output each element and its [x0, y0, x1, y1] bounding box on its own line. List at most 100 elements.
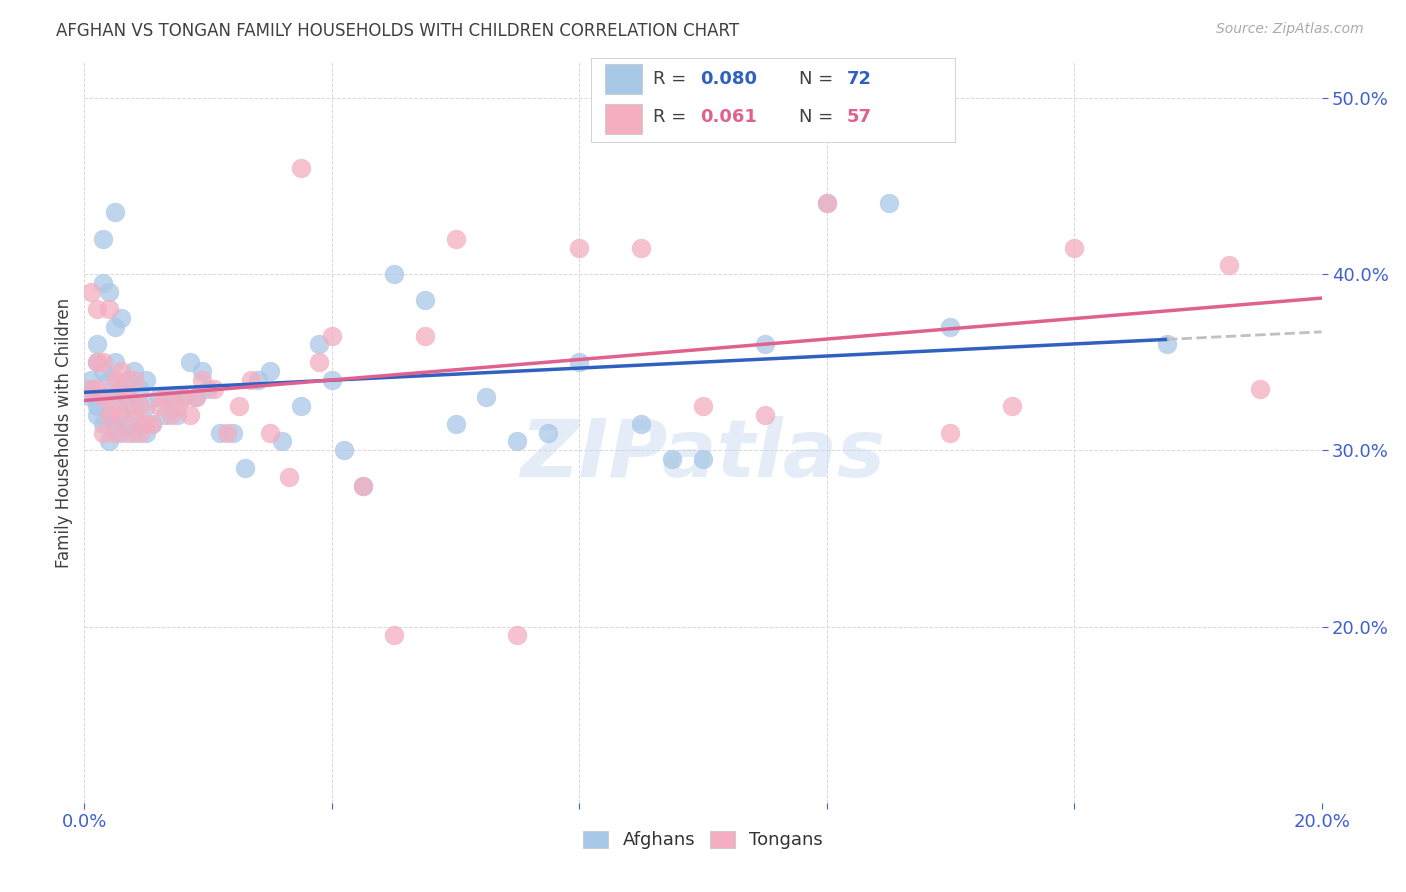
Point — [91, 390, 114, 404]
Point — [79, 390, 101, 404]
Point — [259, 364, 281, 378]
Point — [117, 425, 139, 440]
Point — [321, 373, 343, 387]
Point — [104, 355, 127, 369]
Text: R =: R = — [652, 70, 692, 87]
Point — [222, 425, 245, 440]
Point — [444, 417, 467, 431]
Point — [117, 373, 139, 387]
Point — [104, 319, 127, 334]
Point — [277, 469, 299, 483]
Point — [86, 382, 108, 396]
Point — [160, 390, 183, 404]
Point — [129, 417, 152, 431]
Point — [166, 408, 188, 422]
Text: N =: N = — [799, 108, 839, 126]
Point — [86, 355, 108, 369]
Point — [228, 399, 250, 413]
Point — [135, 373, 157, 387]
Point — [104, 205, 127, 219]
Point — [104, 373, 127, 387]
Point — [630, 417, 652, 431]
Point — [308, 355, 330, 369]
Point — [308, 337, 330, 351]
Point — [1063, 240, 1085, 255]
Point — [122, 399, 145, 413]
Point — [79, 285, 101, 299]
Point — [129, 382, 152, 396]
Point — [179, 408, 201, 422]
Point — [939, 319, 962, 334]
Point — [110, 382, 132, 396]
Text: 72: 72 — [846, 70, 872, 87]
Point — [122, 364, 145, 378]
Point — [117, 417, 139, 431]
Point — [233, 461, 256, 475]
Point — [141, 417, 163, 431]
Point — [98, 408, 121, 422]
Point — [754, 408, 776, 422]
Point — [98, 302, 121, 317]
Point — [382, 628, 405, 642]
Point — [877, 117, 900, 131]
Bar — [605, 64, 641, 95]
Point — [444, 232, 467, 246]
Point — [382, 267, 405, 281]
Point — [1156, 337, 1178, 351]
Point — [117, 390, 139, 404]
Point — [184, 390, 207, 404]
Point — [692, 399, 714, 413]
Point — [506, 628, 529, 642]
Point — [79, 382, 101, 396]
Point — [91, 425, 114, 440]
Point — [172, 390, 194, 404]
Point — [413, 328, 436, 343]
Point — [475, 390, 498, 404]
Text: R =: R = — [652, 108, 692, 126]
Point — [537, 425, 560, 440]
Point — [1218, 258, 1240, 272]
Text: 0.061: 0.061 — [700, 108, 756, 126]
Point — [86, 337, 108, 351]
Bar — [605, 103, 641, 134]
Point — [86, 399, 108, 413]
Point — [1249, 382, 1271, 396]
Point — [271, 434, 294, 449]
Text: AFGHAN VS TONGAN FAMILY HOUSEHOLDS WITH CHILDREN CORRELATION CHART: AFGHAN VS TONGAN FAMILY HOUSEHOLDS WITH … — [56, 22, 740, 40]
Point — [333, 443, 356, 458]
Point — [290, 399, 312, 413]
Point — [122, 425, 145, 440]
Point — [202, 382, 225, 396]
Point — [754, 337, 776, 351]
Point — [135, 417, 157, 431]
Point — [91, 355, 114, 369]
Point — [91, 232, 114, 246]
Point — [246, 373, 269, 387]
Point — [209, 425, 232, 440]
Point — [661, 452, 683, 467]
Point — [148, 390, 170, 404]
Point — [86, 408, 108, 422]
Point — [129, 399, 152, 413]
Point — [86, 302, 108, 317]
Point — [98, 434, 121, 449]
Point — [110, 382, 132, 396]
Point — [215, 425, 238, 440]
Point — [568, 355, 591, 369]
Point — [104, 417, 127, 431]
Point — [110, 425, 132, 440]
Point — [172, 390, 194, 404]
Point — [240, 373, 263, 387]
Point — [815, 196, 838, 211]
Point — [135, 399, 157, 413]
Point — [122, 408, 145, 422]
Text: 57: 57 — [846, 108, 872, 126]
Point — [141, 417, 163, 431]
Point — [110, 408, 132, 422]
Point — [290, 161, 312, 176]
Point — [413, 293, 436, 308]
Point — [98, 285, 121, 299]
Text: 0.080: 0.080 — [700, 70, 758, 87]
Point — [166, 399, 188, 413]
Point — [179, 355, 201, 369]
